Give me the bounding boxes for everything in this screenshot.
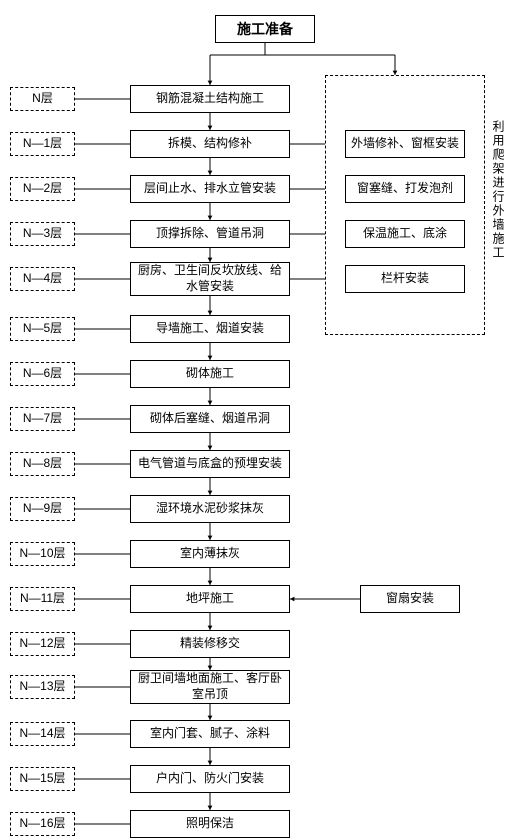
right-group-label: 利用爬架进行外墙施工 xyxy=(490,120,507,260)
step-box-9: 湿环境水泥砂浆抹灰 xyxy=(130,495,290,523)
floor-label-3: N—3层 xyxy=(10,222,75,246)
step-box-4: 厨房、卫生间反坎放线、给水管安装 xyxy=(130,262,290,296)
right-group xyxy=(325,75,485,335)
step-box-1: 拆模、结构修补 xyxy=(130,130,290,158)
title-box: 施工准备 xyxy=(215,15,315,43)
step-box-2: 层间止水、排水立管安装 xyxy=(130,175,290,203)
floor-label-1: N—1层 xyxy=(10,132,75,156)
floor-label-5: N—5层 xyxy=(10,317,75,341)
floor-label-16: N—16层 xyxy=(10,812,75,836)
floor-label-8: N—8层 xyxy=(10,452,75,476)
floor-label-0: N层 xyxy=(10,87,75,111)
step-box-16: 照明保洁 xyxy=(130,810,290,838)
step-box-14: 室内门套、腻子、涂料 xyxy=(130,720,290,748)
floor-label-10: N—10层 xyxy=(10,542,75,566)
right-step-1: 窗塞缝、打发泡剂 xyxy=(345,175,465,203)
window-install-box: 窗扇安装 xyxy=(360,585,460,613)
floor-label-11: N—11层 xyxy=(10,587,75,611)
step-box-11: 地坪施工 xyxy=(130,585,290,613)
step-box-10: 室内薄抹灰 xyxy=(130,540,290,568)
floor-label-12: N—12层 xyxy=(10,632,75,656)
right-step-2: 保温施工、底涂 xyxy=(345,220,465,248)
right-step-3: 栏杆安装 xyxy=(345,265,465,293)
step-box-13: 厨卫间墙地面施工、客厅卧室吊顶 xyxy=(130,670,290,704)
step-box-15: 户内门、防火门安装 xyxy=(130,765,290,793)
floor-label-4: N—4层 xyxy=(10,267,75,291)
floor-label-15: N—15层 xyxy=(10,767,75,791)
floor-label-14: N—14层 xyxy=(10,722,75,746)
step-box-3: 顶撑拆除、管道吊洞 xyxy=(130,220,290,248)
step-box-7: 砌体后塞缝、烟道吊洞 xyxy=(130,405,290,433)
step-box-12: 精装修移交 xyxy=(130,630,290,658)
floor-label-9: N—9层 xyxy=(10,497,75,521)
floor-label-2: N—2层 xyxy=(10,177,75,201)
floor-label-13: N—13层 xyxy=(10,675,75,699)
right-step-0: 外墙修补、窗框安装 xyxy=(345,130,465,158)
floor-label-7: N—7层 xyxy=(10,407,75,431)
step-box-0: 钢筋混凝土结构施工 xyxy=(130,85,290,113)
floor-label-6: N—6层 xyxy=(10,362,75,386)
step-box-6: 砌体施工 xyxy=(130,360,290,388)
step-box-8: 电气管道与底盒的预埋安装 xyxy=(130,450,290,478)
step-box-5: 导墙施工、烟道安装 xyxy=(130,315,290,343)
